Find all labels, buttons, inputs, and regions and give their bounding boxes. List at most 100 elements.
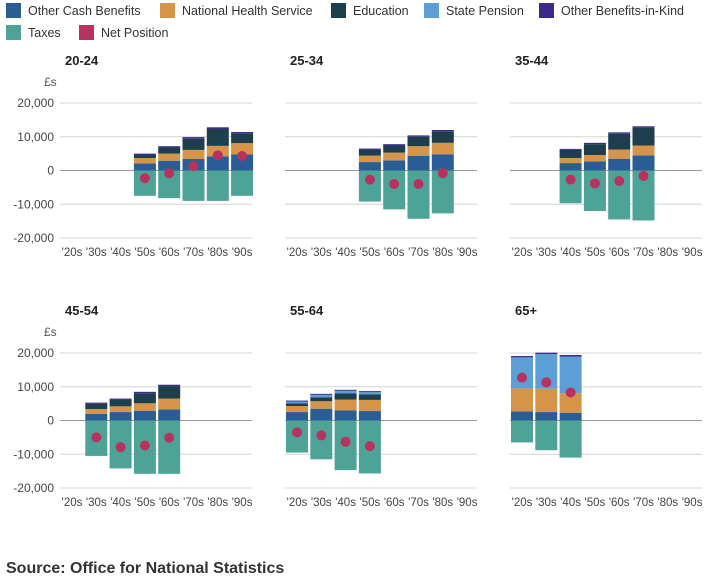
bar-other-cash-benefits [559,163,582,171]
legend-item-education: Education [331,3,409,18]
y-tick-label: -10,000 [13,447,54,461]
panel-title: 20-24 [65,53,99,68]
bar-education [286,403,308,406]
bar-education [158,386,181,399]
bar-education [608,133,631,150]
x-tick-label: '70s [408,247,429,259]
bar-other-benefits-in-kind [583,142,606,145]
net-position-point [212,150,223,161]
bar-national-health-service [559,393,582,413]
bar-other-cash-benefits [334,410,357,421]
net-position-point [91,432,102,443]
bar-other-benefits-in-kind [383,144,406,146]
x-tick-label: '60s [384,497,405,509]
bar-national-health-service [133,158,156,164]
legend-label: Other Cash Benefits [28,3,141,18]
legend-label: National Health Service [182,3,313,18]
x-tick-label: '50s [135,497,156,509]
x-tick-label: '90s [232,247,253,259]
x-tick-label: '30s [536,497,557,509]
y-axis-label: £s [44,75,57,89]
x-tick-label: '80s [432,497,453,509]
bar-state-pension [334,390,357,394]
bar-state-pension [559,356,582,394]
bar-education [133,393,156,404]
y-tick-label: 0 [47,414,54,428]
x-tick-label: '60s [609,247,630,259]
x-tick-label: '40s [560,247,581,259]
x-tick-label: '30s [86,247,107,259]
x-tick-label: '60s [609,497,630,509]
x-tick-label: '60s [159,247,180,259]
bar-education [158,147,181,154]
bar-national-health-service [431,142,454,155]
legend-swatch [6,3,21,18]
bar-taxes [383,170,406,210]
bar-education [85,403,108,410]
bar-other-cash-benefits [231,154,254,171]
legend-swatch [160,3,175,18]
legend-item-net-position: Net Position [79,25,168,40]
bar-other-benefits-in-kind [358,148,381,150]
x-tick-label: '20s [62,247,83,259]
x-tick-label: '90s [457,497,478,509]
bar-education [632,127,655,146]
y-tick-label: 10,000 [17,380,54,394]
y-axis-label: £s [44,325,57,339]
bar-other-cash-benefits [358,411,381,421]
bar-national-health-service [383,152,406,161]
bar-national-health-service [286,405,308,413]
bar-national-health-service [632,145,655,156]
net-position-point [139,173,150,184]
bar-education [559,149,582,159]
net-position-point [364,174,375,185]
y-tick-label: 0 [47,164,54,178]
legend-swatch [331,3,346,18]
net-position-point [188,161,199,172]
bar-other-cash-benefits [383,160,406,171]
x-tick-label: '20s [287,247,308,259]
x-tick-label: '40s [335,497,356,509]
net-position-point [541,377,552,388]
bar-other-cash-benefits [310,408,333,421]
legend-label: Taxes [28,25,61,40]
bar-national-health-service [511,388,533,412]
bar-national-health-service [109,406,132,413]
bar-national-health-service [358,399,381,412]
bar-national-health-service [133,403,156,411]
x-tick-label: '30s [86,497,107,509]
x-tick-label: '70s [183,247,204,259]
x-tick-label: '30s [311,497,332,509]
x-tick-label: '50s [135,247,156,259]
bar-other-cash-benefits [286,412,308,421]
bar-state-pension [310,394,333,398]
y-tick-label: -10,000 [13,197,54,211]
bar-other-cash-benefits [358,162,381,171]
x-tick-label: '70s [183,497,204,509]
bar-other-benefits-in-kind [158,146,181,148]
bar-other-cash-benefits [632,155,655,171]
x-tick-label: '50s [360,497,381,509]
panel-title: 25-34 [290,53,324,68]
bar-other-cash-benefits [158,409,181,421]
bar-taxes [511,420,533,443]
bar-other-benefits-in-kind [85,402,108,404]
panel-title: 55-64 [290,303,324,318]
bar-education [109,399,132,407]
bar-other-benefits-in-kind [286,400,308,402]
bar-other-benefits-in-kind [182,137,205,139]
legend-label: Other Benefits-in-Kind [561,3,684,18]
bar-education [383,145,406,153]
net-position-point [115,442,126,453]
bar-other-benefits-in-kind [431,130,454,132]
bar-education [133,154,156,159]
x-tick-label: '60s [384,247,405,259]
bar-other-benefits-in-kind [133,153,156,155]
legend-swatch [6,25,21,40]
bar-other-benefits-in-kind [310,393,333,395]
bar-other-benefits-in-kind [133,391,156,394]
bar-taxes [407,170,430,219]
bar-taxes [608,170,631,220]
bar-national-health-service [182,149,205,160]
